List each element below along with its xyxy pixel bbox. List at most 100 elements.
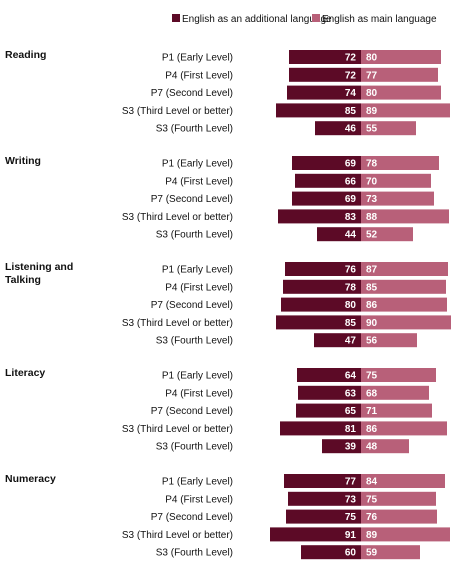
value-label-eal: 77: [345, 477, 357, 488]
value-label-main: 78: [366, 159, 378, 170]
category-label: S3 (Third Level or better): [122, 424, 233, 435]
value-label-eal: 69: [345, 159, 357, 170]
legend-swatch-1: [172, 14, 180, 22]
value-label-eal: 64: [345, 371, 357, 382]
value-label-eal: 72: [345, 70, 357, 81]
group-label: Reading: [5, 49, 46, 61]
bar-eal: [292, 191, 361, 206]
value-label-main: 55: [366, 124, 378, 135]
value-label-main: 80: [366, 88, 378, 99]
bar-main: [361, 509, 437, 524]
bar-eal: [281, 297, 361, 312]
category-label: S3 (Fourth Level): [156, 442, 233, 453]
group-label: Listening and Talking: [5, 261, 73, 286]
value-label-eal: 76: [345, 265, 357, 276]
value-label-eal: 78: [345, 282, 357, 293]
group-label: Literacy: [5, 367, 45, 379]
value-label-eal: 39: [345, 442, 357, 453]
value-label-eal: 44: [345, 230, 357, 241]
value-label-eal: 47: [345, 336, 357, 347]
value-label-eal: 85: [345, 318, 357, 329]
bar-main: [361, 50, 441, 64]
category-label: P1 (Early Level): [162, 265, 233, 276]
bar-eal: [280, 421, 361, 436]
bar-main: [361, 403, 432, 418]
bar-main: [361, 385, 429, 400]
category-label: S3 (Third Level or better): [122, 106, 233, 117]
value-label-main: 73: [366, 194, 378, 205]
legend-swatch-2: [312, 14, 320, 22]
value-label-main: 59: [366, 548, 378, 559]
value-label-main: 52: [366, 230, 378, 241]
category-label: P4 (First Level): [165, 494, 233, 505]
category-label: P1 (Early Level): [162, 477, 233, 488]
bar-eal: [287, 85, 361, 100]
value-label-eal: 75: [345, 512, 357, 523]
category-label: P1 (Early Level): [162, 371, 233, 382]
bar-eal: [288, 491, 361, 506]
value-label-main: 80: [366, 53, 378, 64]
bar-main: [361, 368, 436, 382]
value-label-eal: 63: [345, 388, 357, 399]
category-label: S3 (Fourth Level): [156, 548, 233, 559]
bar-main: [361, 85, 441, 100]
value-label-eal: 74: [345, 88, 357, 99]
category-label: P4 (First Level): [165, 388, 233, 399]
category-label: S3 (Third Level or better): [122, 318, 233, 329]
bar-eal: [296, 403, 361, 418]
legend-label-2: English as main language: [322, 14, 437, 25]
bar-main: [361, 439, 409, 454]
value-label-eal: 46: [345, 124, 357, 135]
value-label-main: 86: [366, 300, 378, 311]
value-label-eal: 91: [345, 530, 357, 541]
bar-eal: [315, 121, 361, 136]
bar-eal: [284, 474, 361, 488]
bar-eal: [285, 262, 361, 276]
bar-eal: [297, 368, 361, 382]
category-label: S3 (Fourth Level): [156, 336, 233, 347]
bar-eal: [289, 50, 361, 64]
value-label-main: 48: [366, 442, 378, 453]
legend-label-1: English as an additional language: [182, 14, 332, 25]
value-label-eal: 65: [345, 406, 357, 417]
category-label: S3 (Fourth Level): [156, 124, 233, 135]
category-label: P7 (Second Level): [151, 512, 233, 523]
bar-eal: [322, 439, 361, 454]
value-label-main: 85: [366, 282, 378, 293]
bar-eal: [301, 545, 361, 560]
value-label-main: 71: [366, 406, 378, 417]
group-label: Numeracy: [5, 473, 56, 485]
value-label-eal: 72: [345, 53, 357, 64]
bar-eal: [276, 315, 361, 330]
bar-eal: [283, 279, 361, 294]
category-label: P7 (Second Level): [151, 88, 233, 99]
bar-main: [361, 262, 448, 276]
category-label: P7 (Second Level): [151, 406, 233, 417]
bar-main: [361, 527, 450, 542]
value-label-main: 84: [366, 477, 378, 488]
value-label-main: 75: [366, 494, 378, 505]
value-label-main: 86: [366, 424, 378, 435]
category-label: P1 (Early Level): [162, 53, 233, 64]
bar-main: [361, 545, 420, 560]
value-label-eal: 69: [345, 194, 357, 205]
bar-eal: [295, 173, 361, 188]
value-label-main: 76: [366, 512, 378, 523]
value-label-main: 88: [366, 212, 378, 223]
bar-main: [361, 491, 436, 506]
bar-main: [361, 121, 416, 136]
bar-main: [361, 67, 438, 82]
bar-main: [361, 227, 413, 242]
bar-main: [361, 474, 445, 488]
bar-eal: [276, 103, 361, 118]
value-label-main: 75: [366, 371, 378, 382]
bar-eal: [317, 227, 361, 242]
bar-main: [361, 421, 447, 436]
bar-eal: [278, 209, 361, 224]
bar-main: [361, 279, 446, 294]
bar-main: [361, 191, 434, 206]
bar-eal: [286, 509, 361, 524]
bar-main: [361, 209, 449, 224]
value-label-eal: 66: [345, 176, 357, 187]
category-label: P4 (First Level): [165, 70, 233, 81]
